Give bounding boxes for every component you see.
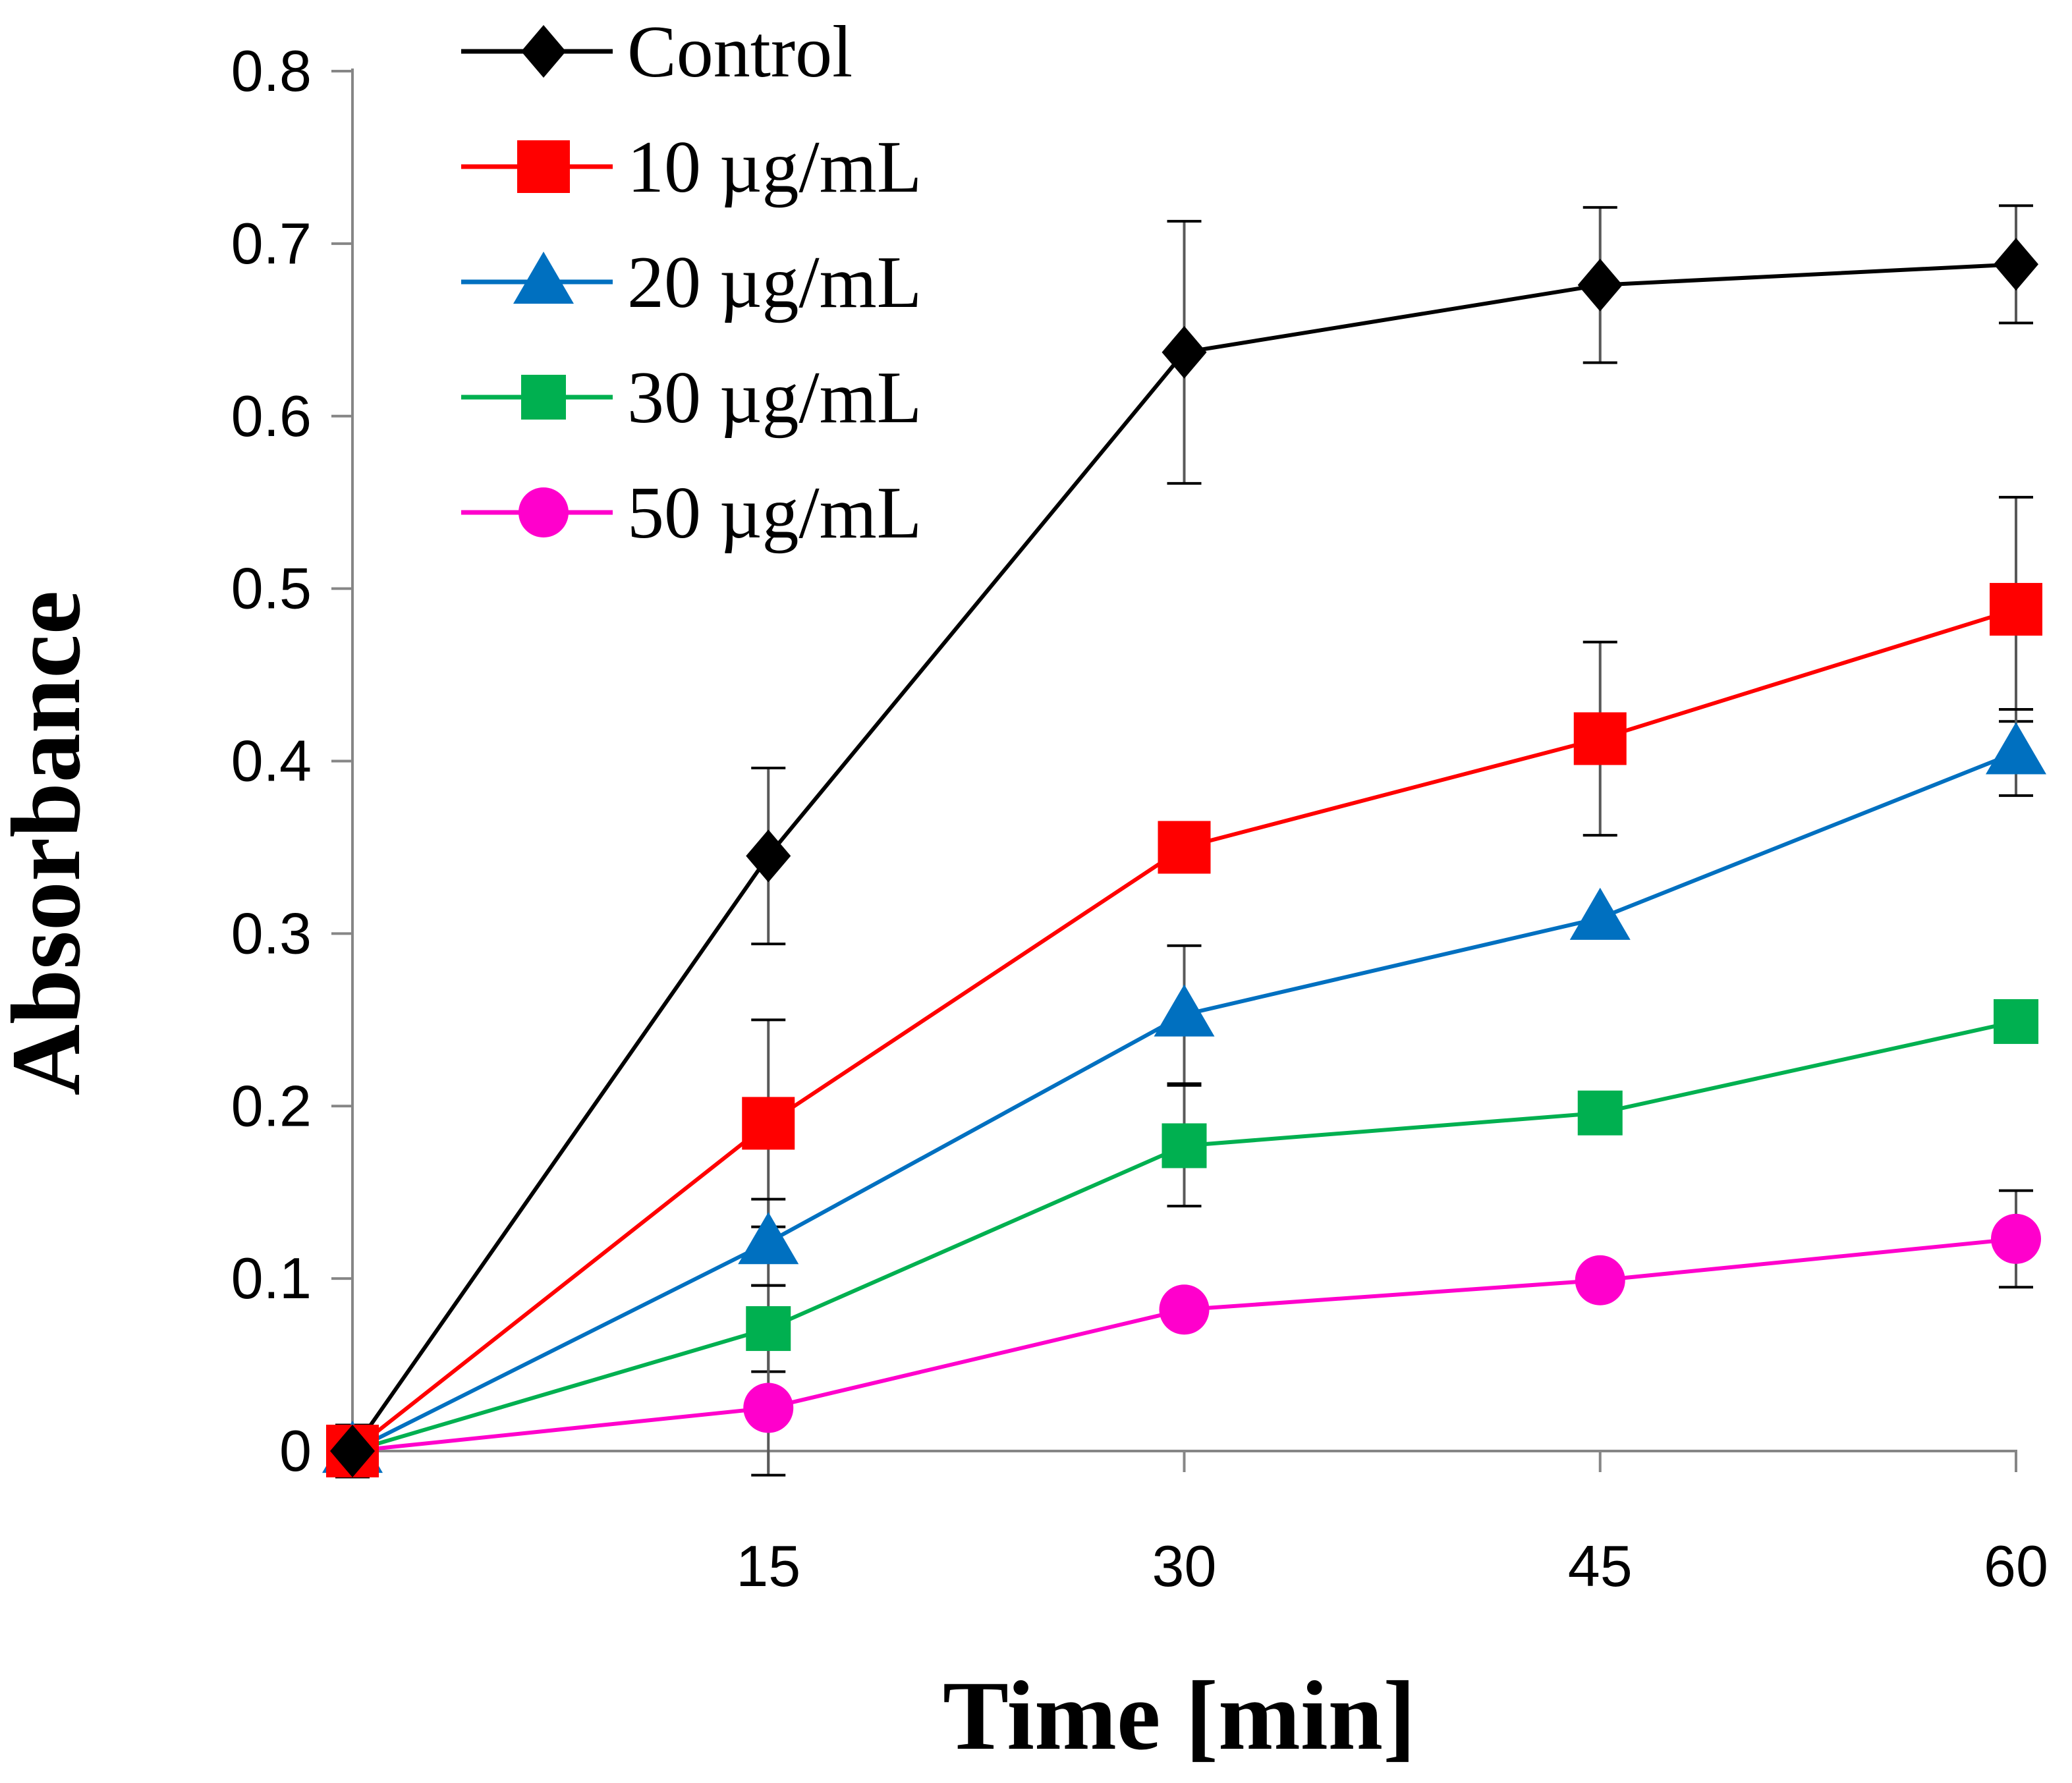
y-tick-label: 0.7: [231, 211, 312, 276]
legend-item: 50 µg/mL: [461, 472, 922, 554]
marker-square: [1162, 1123, 1207, 1168]
x-tick-label: 15: [736, 1533, 800, 1599]
marker-triangle: [1569, 887, 1631, 940]
y-tick-label: 0.4: [231, 728, 312, 794]
marker-circle: [1991, 1213, 2041, 1264]
marker-triangle: [1154, 984, 1215, 1037]
marker-circle: [743, 1383, 794, 1433]
marker-diamond: [1162, 325, 1207, 379]
marker-diamond: [746, 829, 791, 883]
y-tick-label: 0.1: [231, 1246, 312, 1311]
marker-circle: [1575, 1255, 1625, 1305]
legend-item: 10 µg/mL: [461, 126, 922, 208]
y-tick-label: 0.3: [231, 900, 312, 966]
marker-diamond: [521, 25, 566, 78]
legend-item: Control: [461, 11, 853, 93]
marker-triangle: [1986, 722, 2046, 775]
marker-square: [1573, 712, 1627, 765]
legend: Control 10 µg/mL 20 µg/mL 30 µg/mL 50 µg/mL: [461, 11, 922, 554]
marker-diamond: [330, 1425, 375, 1477]
legend-label: 50 µg/mL: [627, 472, 922, 554]
legend-item: 20 µg/mL: [461, 242, 922, 323]
marker-square: [742, 1097, 795, 1150]
marker-triangle: [513, 252, 574, 304]
marker-diamond: [1994, 238, 2038, 291]
y-axis-ticks: 0 0.1 0.2 0.3 0.4 0.5 0.6 0.7 0.8: [231, 38, 352, 1483]
legend-item: 30 µg/mL: [461, 357, 922, 439]
x-tick-label: 60: [1984, 1533, 2048, 1599]
x-tick-label: 30: [1152, 1533, 1217, 1599]
x-axis-ticks: 15 30 45 60: [351, 1451, 2048, 1599]
legend-label: 20 µg/mL: [627, 242, 922, 323]
legend-label: 10 µg/mL: [627, 126, 922, 208]
marker-triangle: [738, 1212, 799, 1265]
marker-square: [521, 375, 566, 420]
marker-square: [1577, 1090, 1623, 1136]
series-markers: [322, 238, 2046, 1477]
marker-circle: [518, 487, 569, 537]
x-axis-title: Time [min]: [943, 1661, 1416, 1770]
marker-square: [517, 140, 570, 193]
legend-label: Control: [627, 11, 853, 93]
marker-square: [1990, 583, 2042, 636]
marker-square: [746, 1306, 791, 1352]
y-axis-title: Absorbance: [0, 591, 101, 1096]
y-tick-label: 0.6: [231, 383, 312, 449]
y-tick-label: 0.2: [231, 1073, 312, 1138]
marker-diamond: [1577, 258, 1623, 312]
x-tick-label: 45: [1568, 1533, 1633, 1599]
y-tick-label: 0: [279, 1418, 312, 1483]
series-line: [352, 1236, 2017, 1453]
legend-label: 30 µg/mL: [627, 357, 922, 439]
marker-square: [1158, 821, 1211, 874]
marker-square: [1994, 999, 2038, 1044]
y-tick-label: 0.8: [231, 38, 312, 103]
y-tick-label: 0.5: [231, 556, 312, 621]
marker-circle: [1159, 1284, 1210, 1335]
